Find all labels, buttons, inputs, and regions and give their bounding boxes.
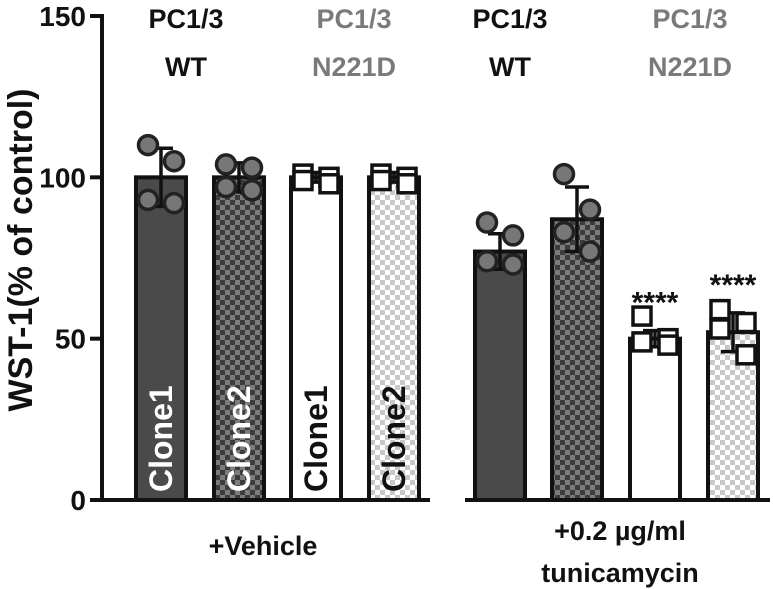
data-point (214, 175, 238, 199)
data-point (552, 220, 576, 244)
data-point (162, 191, 186, 215)
data-point (657, 334, 679, 356)
y-axis-label: WST-1(% of control) (2, 89, 40, 412)
data-point (735, 344, 757, 366)
data-point (631, 331, 653, 353)
column-header-line2: N221D (312, 52, 396, 82)
data-point (214, 153, 238, 176)
data-point (552, 162, 576, 186)
data-point (501, 224, 525, 247)
data-point (162, 149, 186, 173)
data-point (578, 240, 602, 263)
significance-annotation: **** (710, 269, 757, 302)
bar (367, 175, 421, 502)
data-point (136, 188, 160, 212)
axes-layer: 0 50 100 150 (39, 1, 770, 516)
bar (473, 249, 527, 502)
y-tick-label: 0 (70, 485, 86, 516)
data-point (475, 249, 499, 273)
bar-label: Clone1 (143, 385, 179, 492)
column-headers: PC1/3 WT PC1/3 N221D PC1/3 WT PC1/3 N221D (148, 4, 732, 82)
data-point (578, 198, 602, 221)
column-header-line2: WT (165, 52, 207, 82)
column-header-line1: PC1/3 (148, 4, 223, 34)
data-point (370, 169, 392, 192)
column-header-line1: PC1/3 (652, 4, 727, 34)
group-labels: +Vehicle +0.2 µg/ml tunicamycin (209, 516, 699, 588)
y-tick-label: 100 (39, 162, 86, 193)
significance-annotation: **** (632, 287, 679, 320)
column-header-line1: PC1/3 (316, 4, 391, 34)
data-point (631, 305, 653, 327)
data-point (318, 173, 340, 195)
data-point (709, 298, 731, 321)
column-header-line2: WT (489, 52, 531, 82)
group-label: tunicamycin (541, 558, 699, 588)
y-tick-label: 50 (55, 324, 86, 355)
data-point (475, 211, 499, 234)
data-point (240, 178, 264, 202)
bar (289, 175, 343, 502)
data-point (709, 318, 731, 340)
data-point (396, 173, 418, 195)
bar-label: Clone2 (221, 385, 257, 492)
column-header-line1: PC1/3 (472, 4, 547, 34)
data-point (501, 253, 525, 276)
data-point (136, 133, 160, 157)
group-label: +Vehicle (209, 531, 318, 561)
bar-label: Clone1 (298, 385, 334, 492)
column-header-line2: N221D (648, 52, 732, 82)
bar (628, 336, 682, 502)
y-tick-label: 150 (39, 1, 86, 32)
data-point (735, 311, 757, 334)
group-label: +0.2 µg/ml (554, 516, 686, 546)
bar-label: Clone2 (376, 385, 412, 492)
bar (550, 217, 604, 502)
data-point (240, 156, 264, 179)
bars-layer: Clone1 Clone2 Clone1 Clone2 **** **** (134, 133, 760, 503)
data-point (292, 169, 314, 192)
